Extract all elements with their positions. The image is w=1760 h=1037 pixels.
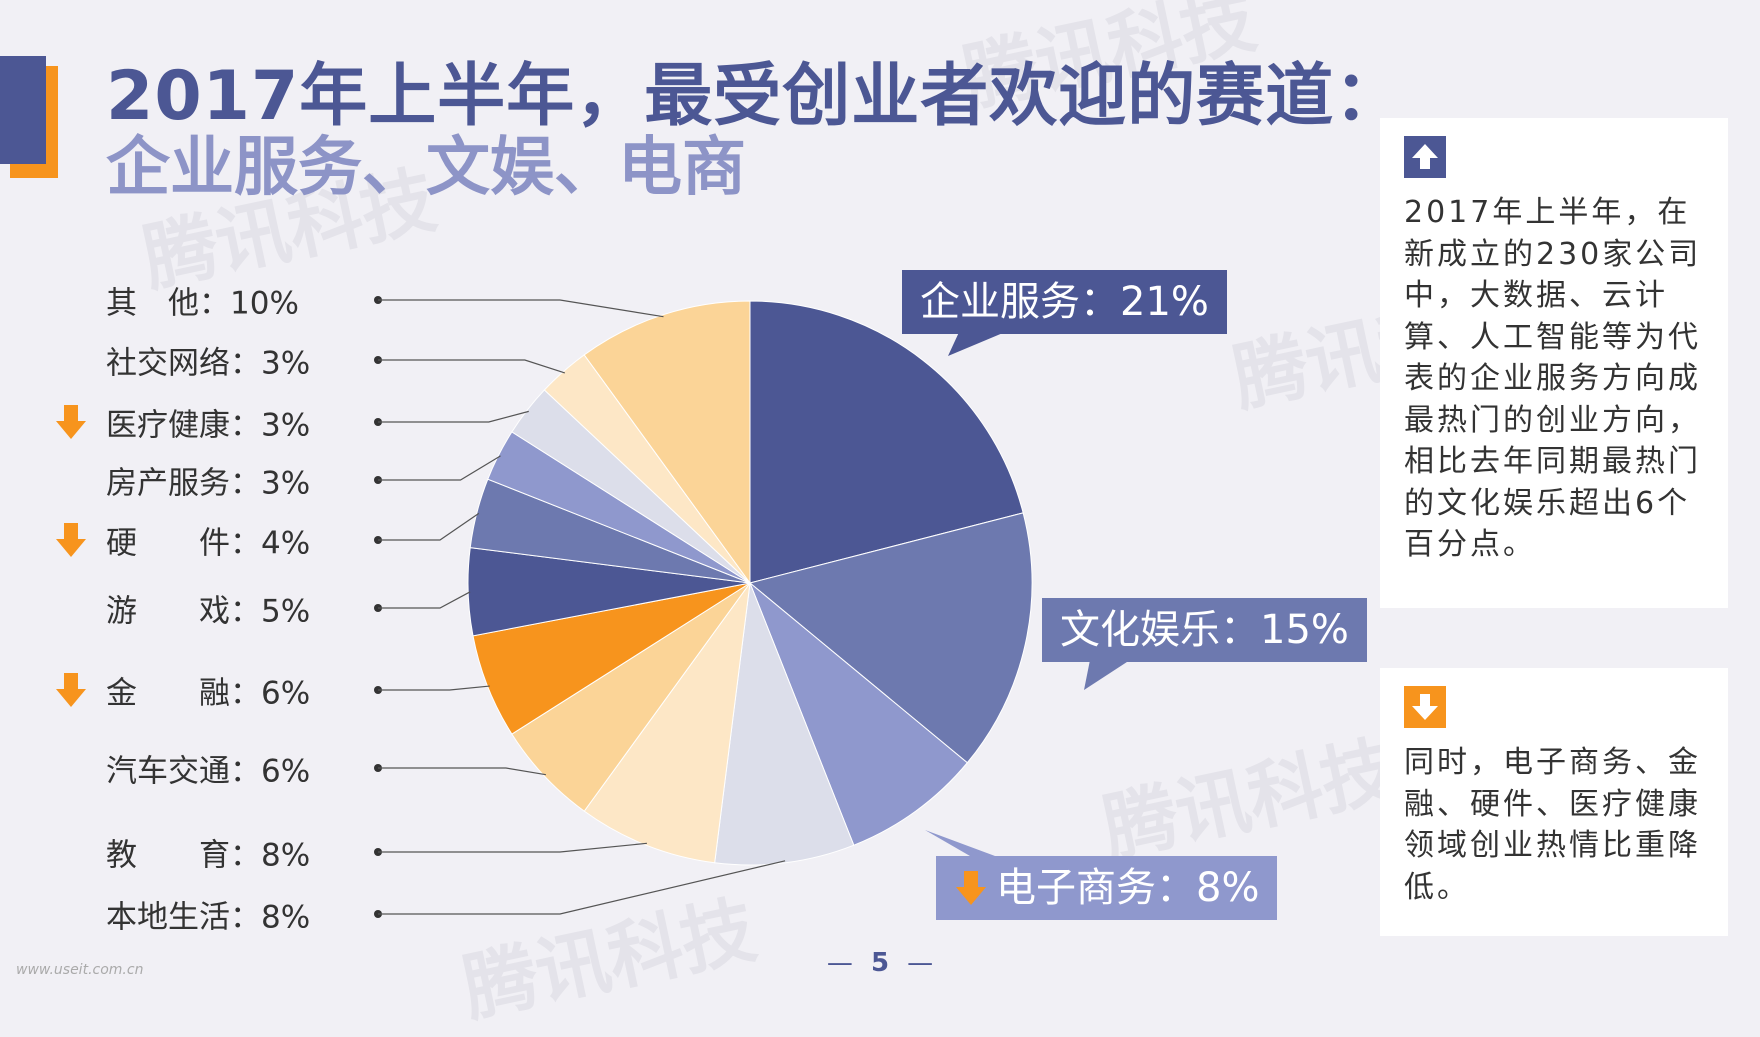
arrow-up-icon xyxy=(1404,136,1446,178)
footer-url: www.useit.com.cn xyxy=(16,962,144,978)
title-accent-bar xyxy=(0,56,46,164)
arrow-down-icon xyxy=(56,405,86,439)
info-box-rising: 2017年上半年，在新成立的230家公司中，大数据、云计算、人工智能等为代表的企… xyxy=(1380,118,1728,608)
callout-enterprise-services: 企业服务：21% xyxy=(902,270,1227,334)
leader-line xyxy=(378,860,786,915)
category-label: 硬 件：4% xyxy=(106,525,311,562)
pie-slice-2 xyxy=(749,582,968,846)
callout-label: 电子商务：8% xyxy=(996,865,1260,911)
arrow-down-icon xyxy=(956,871,986,905)
category-label: 房产服务：3% xyxy=(106,465,311,502)
info-text: 同时，电子商务、金融、硬件、医疗健康领域创业热情比重降低。 xyxy=(1404,745,1701,905)
page-title: 2017年上半年，最受创业者欢迎的赛道： xyxy=(106,57,1404,136)
callout-tail xyxy=(925,830,995,856)
leader-line xyxy=(378,410,529,423)
leader-line xyxy=(378,767,546,776)
callout-label: 企业服务：21% xyxy=(920,279,1209,325)
pie-slice-3 xyxy=(714,582,855,866)
callout-culture-entertainment: 文化娱乐：15% xyxy=(1042,598,1367,662)
page-number-dash: — xyxy=(907,948,934,978)
pie-chart xyxy=(374,296,1130,918)
category-label: 金 融：6% xyxy=(106,675,311,712)
callout-tail xyxy=(948,330,1010,356)
arrow-down-icon xyxy=(1404,686,1446,728)
arrow-down-icon xyxy=(56,673,86,707)
page-number-value: 5 xyxy=(870,948,890,978)
pie-slice-1 xyxy=(748,512,1033,764)
category-label: 教 育：8% xyxy=(106,837,311,874)
leader-line xyxy=(378,359,566,374)
leader-line xyxy=(378,685,490,691)
pie-slice-12 xyxy=(583,300,751,585)
callout-tail xyxy=(1084,660,1130,690)
category-label: 游 戏：5% xyxy=(106,593,311,630)
info-text: 2017年上半年，在新成立的230家公司中，大数据、云计算、人工智能等为代表的企… xyxy=(1404,195,1702,562)
category-label: 汽车交通：6% xyxy=(106,753,311,790)
category-label: 医疗健康：3% xyxy=(106,407,311,444)
leader-line xyxy=(378,842,647,853)
category-label: 本地生活：8% xyxy=(106,899,311,936)
info-box-declining: 同时，电子商务、金融、硬件、医疗健康领域创业热情比重降低。 xyxy=(1380,668,1728,936)
callout-ecommerce: 电子商务：8% xyxy=(936,856,1278,920)
callout-label: 文化娱乐：15% xyxy=(1060,607,1349,653)
leader-line xyxy=(378,455,501,481)
arrow-down-icon xyxy=(56,523,86,557)
category-label: 社交网络：3% xyxy=(106,345,311,382)
pie-slice-4 xyxy=(583,582,751,864)
leader-line xyxy=(378,512,480,541)
page-number-dash: — xyxy=(826,948,853,978)
page-subtitle: 企业服务、文娱、电商 xyxy=(106,131,746,205)
leader-line xyxy=(378,299,664,318)
page-number: — 5 — xyxy=(0,948,1760,978)
pie-slice-0 xyxy=(749,300,1024,584)
leader-line xyxy=(378,591,471,609)
category-label: 其 他：10% xyxy=(106,285,299,322)
